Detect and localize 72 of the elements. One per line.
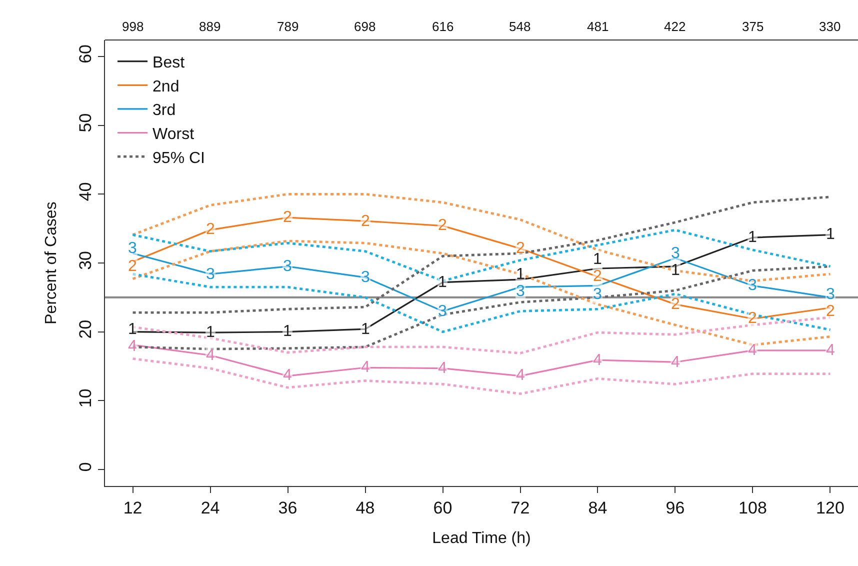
text: 548 — [509, 19, 531, 34]
annotation: 3 — [516, 283, 525, 300]
annotation: 4 — [438, 360, 447, 377]
x-tick-label: 120 — [816, 498, 844, 518]
annotation: 1 — [206, 324, 215, 341]
x-tick-label: 36 — [278, 498, 298, 518]
annotation: 2 — [826, 303, 835, 320]
annotation: 3 — [826, 286, 835, 303]
text: 998 — [122, 19, 144, 34]
legend-label: 2nd — [152, 78, 180, 96]
y-tick-label: 30 — [76, 250, 96, 270]
legend-label: Best — [152, 54, 186, 72]
x-axis-title: Lead Time (h) — [432, 530, 531, 548]
annotation: 2 — [671, 296, 680, 313]
legend-label: 3rd — [152, 102, 176, 120]
text: 481 — [587, 19, 609, 34]
annotation: 3 — [748, 277, 757, 294]
y-tick-label: 60 — [76, 44, 96, 64]
x-tick-label: 96 — [666, 498, 685, 518]
annotation: 4 — [671, 354, 680, 371]
annotation: 3 — [128, 240, 137, 257]
annotation: 4 — [361, 359, 370, 376]
y-tick-label: 50 — [76, 113, 96, 132]
y-tick-label: 10 — [76, 388, 96, 408]
x-tick-label: 24 — [200, 498, 220, 518]
annotation: 2 — [593, 268, 602, 285]
annotation: 4 — [516, 367, 525, 384]
annotation: 2 — [361, 213, 370, 230]
annotation: 2 — [128, 258, 137, 275]
annotation: 3 — [283, 258, 292, 275]
text: 616 — [432, 19, 454, 34]
x-tick-label: 84 — [588, 498, 608, 518]
text: 698 — [354, 19, 376, 34]
annotation: 3 — [438, 303, 447, 320]
text: 422 — [664, 19, 686, 34]
y-tick-label: 40 — [76, 182, 96, 202]
text: 330 — [819, 19, 841, 34]
annotation: 1 — [748, 229, 757, 246]
x-tick-label: 60 — [433, 498, 452, 518]
annotation: 2 — [748, 310, 757, 327]
annotation: 4 — [826, 342, 835, 359]
legend-label: Worst — [152, 126, 195, 143]
x-tick-label: 108 — [738, 498, 767, 518]
annotation: 2 — [206, 221, 215, 238]
text: 375 — [742, 19, 764, 34]
annotation: 4 — [206, 347, 215, 364]
annotation: 1 — [361, 321, 370, 338]
annotation: 3 — [361, 269, 370, 286]
legend-label: 95% CI — [152, 150, 205, 167]
text: 889 — [199, 19, 221, 34]
annotation: 4 — [593, 352, 602, 369]
annotation: 3 — [671, 245, 680, 262]
text: 789 — [277, 19, 299, 34]
x-tick-label: 12 — [123, 498, 142, 518]
annotation: 1 — [826, 226, 835, 243]
annotation: 2 — [516, 240, 525, 257]
x-tick-label: 72 — [510, 498, 530, 518]
annotation: 1 — [283, 323, 292, 340]
annotation: 2 — [283, 209, 292, 226]
x-tick-label: 48 — [356, 498, 375, 518]
annotation: 4 — [748, 342, 757, 359]
annotation: 4 — [128, 338, 137, 355]
annotation: 2 — [438, 217, 447, 234]
annotation: 1 — [593, 251, 602, 268]
y-tick-label: 0 — [76, 462, 96, 472]
annotation: 4 — [283, 367, 292, 384]
annotation: 1 — [128, 321, 137, 338]
annotation: 1 — [438, 274, 447, 291]
y-axis-title: Percent of Cases — [43, 202, 60, 324]
annotation: 3 — [593, 286, 602, 303]
y-tick-label: 20 — [76, 320, 96, 339]
annotation: 3 — [206, 266, 215, 283]
